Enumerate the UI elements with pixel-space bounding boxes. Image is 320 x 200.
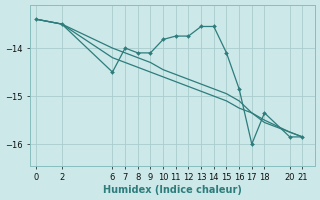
X-axis label: Humidex (Indice chaleur): Humidex (Indice chaleur) xyxy=(103,185,242,195)
